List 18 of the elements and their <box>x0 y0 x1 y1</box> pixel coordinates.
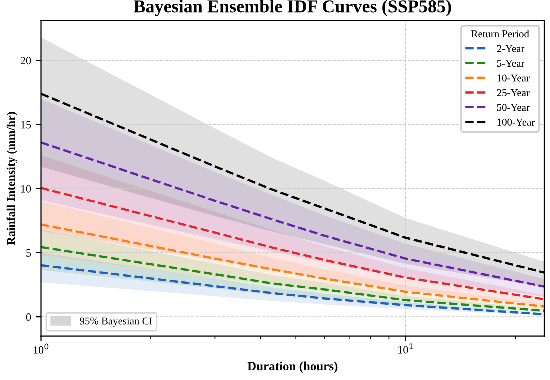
y-tick-label: 5 <box>26 250 32 257</box>
y-tick-label: 15 <box>21 121 32 129</box>
x-axis-title: Duration (hours) <box>248 362 338 374</box>
chart-title: Bayesian Ensemble IDF Curves (SSP585) <box>134 0 452 16</box>
annotation: 95% Bayesian CI <box>80 318 152 327</box>
legend-title: Return Period <box>472 30 530 38</box>
y-tick-label: 20 <box>20 57 32 65</box>
legend-label: 5-Year <box>497 60 525 68</box>
legend-label: 25-Year <box>497 89 530 96</box>
legend-label: 100-Year <box>498 118 536 126</box>
legend-label: 50-Year <box>497 104 530 112</box>
legend-label: 2-Year <box>497 45 525 52</box>
y-tick-label: 0 <box>26 314 32 322</box>
x-tick-label: 10$^{0}$ <box>34 344 49 354</box>
y-axis-title: Rainfall Intensity (mm/hr) <box>6 112 18 246</box>
y-tick-label: 10 <box>21 185 32 193</box>
x-tick-label: 10$^{1}$ <box>398 344 414 354</box>
legend-label: 10-Year <box>498 74 530 82</box>
